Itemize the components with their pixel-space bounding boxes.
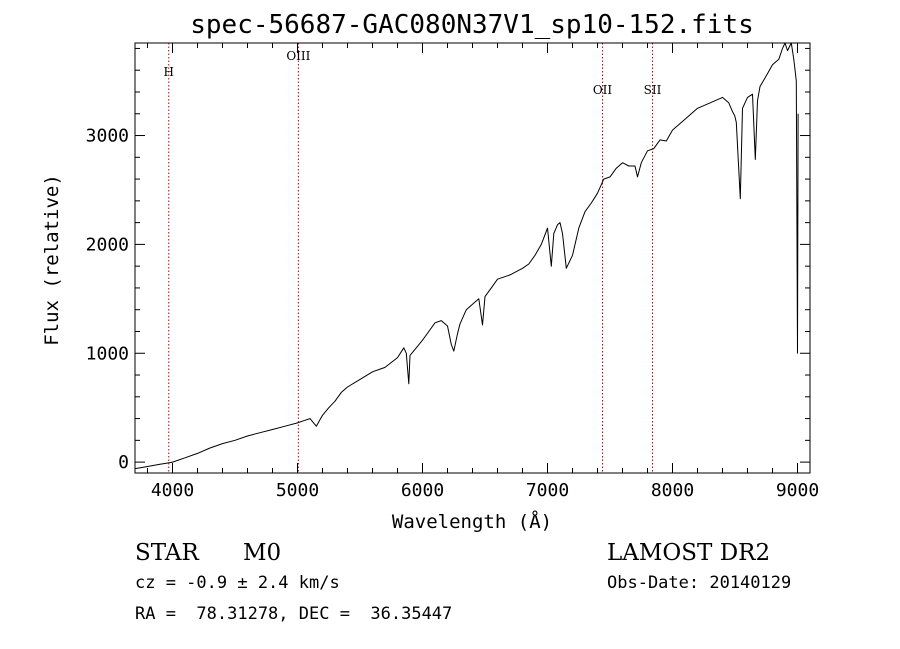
velocity-readout: cz = -0.9 ± 2.4 km/s	[135, 573, 340, 593]
y-axis-label: Flux (relative)	[41, 174, 63, 346]
object-class: STAR	[135, 540, 199, 566]
plot-frame	[134, 42, 811, 474]
reference-line-label: OIII	[286, 49, 310, 63]
y-tick-label: 3000	[86, 126, 129, 147]
chart-title: spec-56687-GAC080N37V1_sp10-152.fits	[190, 10, 754, 40]
y-tick-label: 2000	[86, 234, 129, 255]
y-tick-label: 0	[118, 452, 129, 473]
survey-name: LAMOST DR2	[607, 540, 771, 566]
reference-lines: H OIII OII SII	[164, 43, 662, 473]
x-tick-label: 4000	[151, 480, 194, 501]
reference-line-label: SII	[644, 83, 662, 97]
reference-line-label: OII	[593, 83, 613, 97]
axis-ticks: 4000 5000 6000 7000 8000 9000 0 1000 2000 3000	[86, 43, 819, 501]
spectrum-line	[134, 42, 799, 470]
reference-line-label: H	[164, 65, 174, 79]
x-axis-label: Wavelength (Å)	[392, 510, 552, 533]
x-tick-label: 9000	[776, 480, 819, 501]
coordinates: RA = 78.31278, DEC = 36.35447	[135, 604, 453, 624]
y-tick-label: 1000	[86, 343, 129, 364]
x-tick-label: 8000	[651, 480, 694, 501]
object-subclass: M0	[243, 540, 282, 566]
series-group	[134, 42, 799, 470]
x-tick-label: 7000	[526, 480, 569, 501]
x-tick-label: 6000	[401, 480, 444, 501]
obs-date: Obs-Date: 20140129	[607, 573, 792, 593]
x-tick-label: 5000	[276, 480, 319, 501]
